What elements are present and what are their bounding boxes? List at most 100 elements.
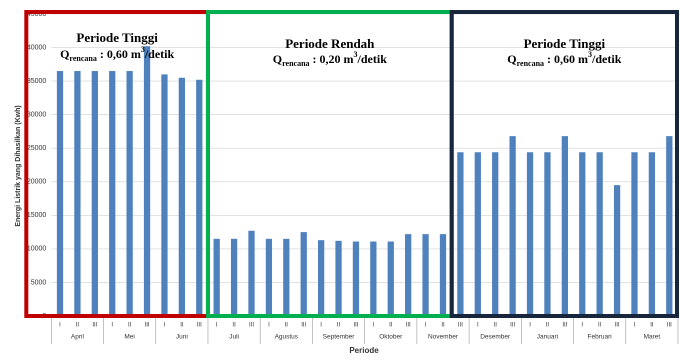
bar (265, 238, 273, 316)
x-tick-label: I (59, 323, 61, 329)
group-label: Oktober (379, 334, 403, 341)
bar (56, 71, 64, 317)
bar (213, 238, 220, 316)
period-title: Periode Rendah (285, 36, 375, 51)
group-label: Juli (229, 334, 239, 341)
period-discharge: Qrencana : 0,60 m3/detik (60, 45, 174, 63)
bar (561, 136, 568, 316)
x-tick-label: I (425, 323, 427, 329)
x-tick-label: III (458, 323, 463, 329)
discharge-part: /detik (357, 52, 388, 66)
x-tick-label: II (232, 323, 236, 329)
bar (352, 241, 360, 316)
bar (317, 240, 325, 316)
discharge-part: 3 (588, 50, 592, 59)
x-tick-label: II (389, 323, 393, 329)
bar (91, 71, 98, 317)
discharge-part: Q (507, 52, 516, 66)
y-tick-label: 35000 (27, 78, 47, 85)
group-label: Mei (124, 334, 134, 341)
x-tick-label: II (494, 323, 498, 329)
bar (161, 74, 168, 317)
discharge-part: rencana (69, 54, 96, 63)
x-tick-label: III (615, 323, 620, 329)
bar (631, 152, 638, 316)
y-tick-label: 30000 (27, 112, 47, 119)
x-axis-label: Periode (349, 346, 379, 355)
discharge-part: : 0,60 m (97, 47, 141, 61)
x-tick-label: II (337, 323, 341, 329)
x-tick-label: II (180, 323, 184, 329)
bar (422, 234, 429, 316)
discharge-part: Q (273, 52, 282, 66)
y-tick-label: 20000 (27, 179, 47, 186)
discharge-part: rencana (282, 59, 309, 68)
group-label: Februari (588, 334, 612, 341)
discharge-part: /detik (144, 47, 175, 61)
x-tick-label: III (301, 323, 306, 329)
bar (596, 152, 603, 316)
x-tick-label: I (268, 323, 270, 329)
x-tick-label: II (650, 323, 654, 329)
bar (126, 71, 133, 317)
x-tick-label: I (373, 323, 375, 329)
bar (248, 230, 255, 316)
group-label: Desember (480, 334, 511, 341)
bar (300, 232, 307, 316)
discharge-part: Q (60, 47, 69, 61)
bar (109, 71, 116, 317)
x-tick-label: II (441, 323, 445, 329)
y-axis-label: Energi Listrik yang Dihasilkan (Kwh) (15, 105, 22, 226)
bar (579, 152, 586, 316)
bar (370, 241, 377, 316)
bar (143, 46, 151, 317)
x-tick-label: II (546, 323, 550, 329)
group-label: September (323, 334, 356, 341)
y-tick-label: 45000 (27, 11, 47, 18)
y-tick-label: 10000 (27, 246, 47, 253)
x-tick-label: I (164, 323, 166, 329)
discharge-part: /detik (591, 52, 622, 66)
discharge-part: rencana (517, 59, 544, 68)
x-tick-label: I (111, 323, 113, 329)
x-tick-label: I (529, 323, 531, 329)
bar (457, 152, 464, 316)
bar (666, 136, 673, 316)
bar (492, 152, 499, 316)
group-label: November (428, 334, 459, 341)
period-title: Periode Tinggi (524, 36, 606, 51)
y-tick-label: 5000 (31, 279, 47, 286)
bar (648, 152, 656, 316)
x-tick-label: III (197, 323, 202, 329)
y-tick-label: 15000 (27, 212, 47, 219)
group-label: Agustus (275, 334, 299, 341)
x-tick-label: III (353, 323, 358, 329)
bar (405, 234, 412, 316)
group-label: April (71, 334, 85, 341)
x-tick-label: III (249, 323, 254, 329)
x-tick-label: I (477, 323, 479, 329)
x-tick-label: III (92, 323, 97, 329)
bar (613, 185, 621, 316)
bar (509, 136, 516, 316)
bar (526, 152, 534, 316)
x-tick-label: II (76, 323, 80, 329)
bar (474, 152, 481, 316)
x-tick-label: III (510, 323, 515, 329)
x-tick-label: I (581, 323, 583, 329)
bar (230, 238, 238, 316)
x-tick-label: III (145, 323, 150, 329)
x-tick-label: I (216, 323, 218, 329)
x-tick-label: I (320, 323, 322, 329)
period-discharge: Qrencana : 0,20 m3/detik (273, 50, 387, 68)
discharge-part: : 0,20 m (310, 52, 354, 66)
group-label: Januari (537, 334, 558, 341)
y-tick-label: 25000 (27, 145, 47, 152)
x-tick-label: II (598, 323, 602, 329)
bar (335, 240, 342, 316)
x-tick-label: I (634, 323, 636, 329)
period-title: Periode Tinggi (76, 30, 158, 45)
discharge-part: 3 (354, 50, 358, 59)
x-tick-label: III (667, 323, 672, 329)
